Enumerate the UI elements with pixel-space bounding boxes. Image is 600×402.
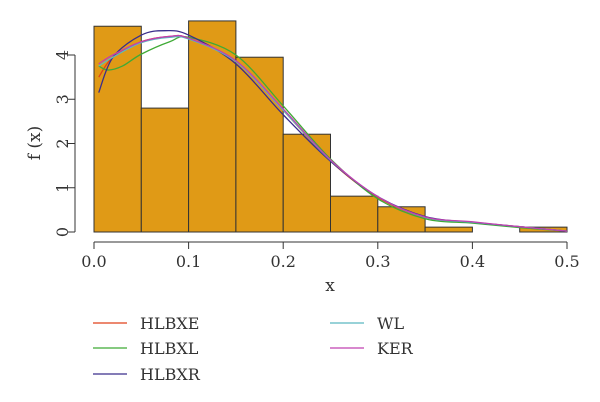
legend-label-ker: KER xyxy=(377,339,414,358)
legend: HLBXE HLBXL HLBXR WL KER xyxy=(93,314,414,384)
x-axis-label: x xyxy=(325,276,335,296)
y-tick-label: 1 xyxy=(53,183,72,193)
histogram-bar xyxy=(424,226,473,233)
x-tick-label: 0.0 xyxy=(81,252,106,271)
legend-label-hlbxr: HLBXR xyxy=(140,365,201,384)
x-tick-label: 0.5 xyxy=(554,252,579,271)
x-axis: 0.0 0.1 0.2 0.3 0.4 0.5 xyxy=(81,241,580,271)
x-tick-label: 0.2 xyxy=(270,252,295,271)
histogram-bar xyxy=(140,107,190,233)
x-tick-label: 0.4 xyxy=(460,252,485,271)
histogram-bar xyxy=(188,20,237,233)
histogram-bar xyxy=(282,133,332,233)
histogram-bar xyxy=(93,25,142,233)
density-curve-ker xyxy=(98,34,568,232)
y-tick-label: 0 xyxy=(53,227,72,237)
legend-label-hlbxl: HLBXL xyxy=(140,339,199,358)
density-curve-hlbxl xyxy=(98,36,568,232)
legend-label-wl: WL xyxy=(377,314,404,333)
y-tick-label: 2 xyxy=(53,138,72,148)
y-tick-label: 3 xyxy=(53,94,72,104)
x-tick-label: 0.1 xyxy=(176,252,201,271)
histogram-bar xyxy=(235,56,284,233)
y-tick-label: 4 xyxy=(53,50,72,60)
histogram-bars xyxy=(93,20,568,233)
histogram-bar xyxy=(330,195,379,233)
legend-label-hlbxe: HLBXE xyxy=(140,314,199,333)
x-tick-label: 0.3 xyxy=(365,252,390,271)
y-axis-label: f (x) xyxy=(25,126,45,161)
y-axis: 0 1 2 3 4 xyxy=(53,50,76,237)
density-curves xyxy=(98,29,568,232)
